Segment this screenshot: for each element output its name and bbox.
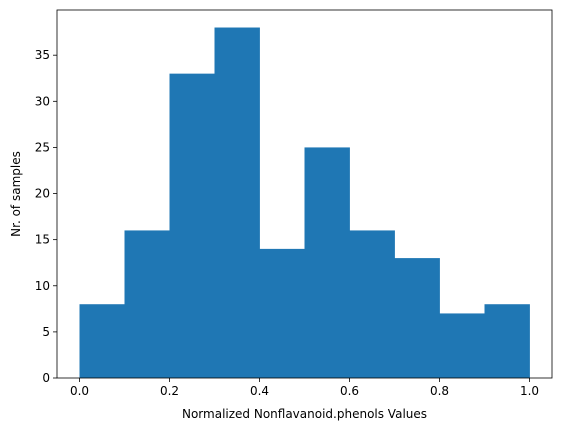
- y-tick-label: 5: [42, 325, 50, 339]
- histogram-bar: [169, 73, 215, 378]
- x-axis: 0.0 0.2 0.4 0.6 0.8 1.0: [70, 378, 539, 398]
- histogram-bar: [394, 258, 440, 378]
- histogram-bar: [79, 304, 125, 378]
- histogram-bars: [79, 27, 530, 379]
- y-tick-label: 25: [35, 140, 50, 154]
- x-tick-label: 0.2: [160, 384, 179, 398]
- histogram-bar: [214, 27, 260, 379]
- histogram-bar: [439, 313, 485, 378]
- y-tick-label: 15: [35, 233, 50, 247]
- histogram-bar: [124, 230, 170, 378]
- y-tick-label: 0: [42, 371, 50, 385]
- x-tick-label: 0.6: [340, 384, 359, 398]
- x-tick-label: 0.8: [430, 384, 449, 398]
- y-tick-label: 20: [35, 187, 50, 201]
- x-tick-label: 0.0: [70, 384, 89, 398]
- x-tick-label: 0.4: [250, 384, 269, 398]
- y-axis: 0 5 10 15 20 25 30 35: [35, 48, 57, 385]
- histogram-bar: [259, 248, 305, 378]
- plot-area-frame: [56, 9, 553, 379]
- histogram-bar: [304, 147, 350, 378]
- x-tick-label: 1.0: [520, 384, 539, 398]
- histogram-bar: [349, 230, 395, 378]
- y-tick-label: 35: [35, 48, 50, 62]
- y-axis-title: Nr. of samples: [9, 151, 23, 237]
- y-tick-label: 30: [35, 94, 50, 108]
- y-tick-label: 10: [35, 279, 50, 293]
- histogram-bar: [484, 304, 530, 378]
- x-axis-title: Normalized Nonflavanoid.phenols Values: [182, 407, 427, 421]
